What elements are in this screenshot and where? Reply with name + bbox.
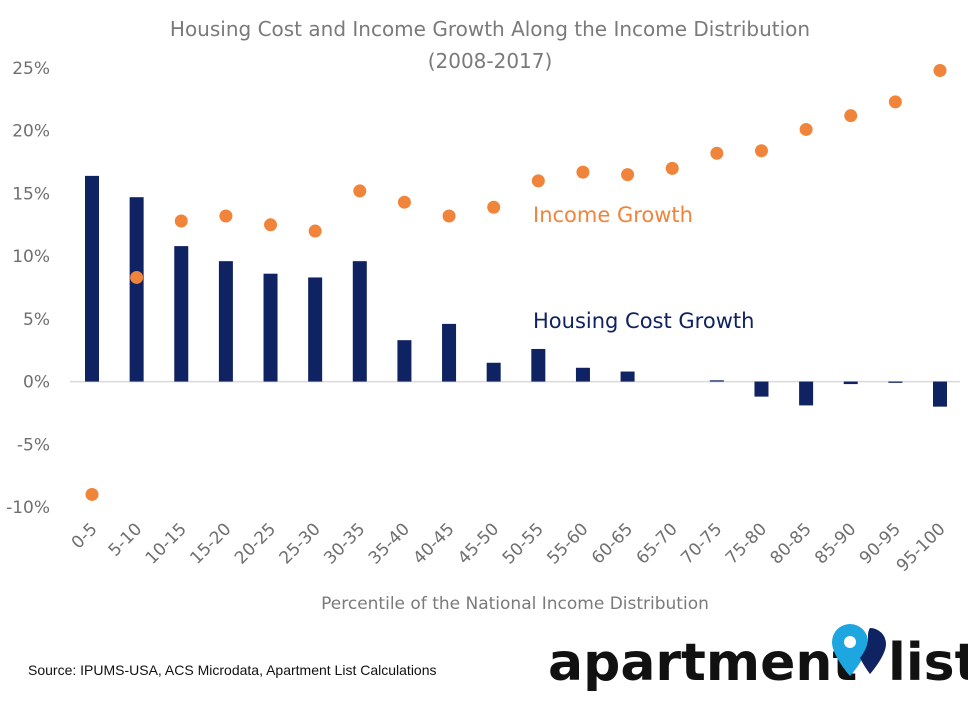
x-tick-label: 60-65 (588, 519, 637, 568)
housing-cost-bar (308, 277, 323, 382)
income-growth-point (799, 122, 813, 136)
housing-cost-bar (531, 348, 546, 382)
income-growth-point (85, 487, 99, 501)
x-tick-label: 50-55 (499, 519, 548, 568)
income-growth-point (353, 184, 367, 198)
y-tick-label: 15% (12, 184, 50, 204)
source-note: Source: IPUMS-USA, ACS Microdata, Apartm… (28, 662, 437, 678)
y-tick-label: 10% (12, 247, 50, 267)
x-tick-label: 5-10 (105, 519, 146, 560)
housing-cost-bar (843, 381, 858, 385)
chart-subtitle: (2008-2017) (428, 49, 553, 73)
housing-cost-bar (486, 362, 501, 382)
x-tick-label: 15-20 (186, 519, 235, 568)
income-growth-point (442, 209, 456, 223)
x-tick-label: 40-45 (410, 519, 459, 568)
income-growth-point (665, 161, 679, 175)
income-growth-point (710, 146, 724, 160)
income-growth-point (754, 144, 768, 158)
y-axis: 25% 20% 15% 10% 5% 0% -5% -10% (6, 59, 50, 518)
x-axis-title: Percentile of the National Income Distri… (321, 594, 709, 614)
x-tick-label: 10-15 (142, 519, 191, 568)
x-tick-label: 65-70 (633, 519, 682, 568)
x-tick-label: 20-25 (231, 519, 280, 568)
housing-cost-bar (933, 381, 947, 407)
income-growth-point (933, 64, 947, 78)
income-growth-point (130, 270, 144, 284)
housing-cost-bar (397, 340, 412, 382)
income-growth-point (174, 214, 188, 228)
apartment-list-logo: apartment list (548, 624, 968, 693)
housing-cost-bar (85, 175, 99, 382)
housing-cost-bar (352, 261, 367, 382)
housing-cost-bar (218, 261, 233, 382)
x-tick-label: 55-60 (543, 519, 592, 568)
x-tick-label: 95-100 (893, 519, 950, 576)
income-growth-point (308, 224, 322, 238)
logo-word-apartment: apartment (548, 633, 857, 693)
x-tick-label: 25-30 (276, 519, 325, 568)
y-tick-label: 20% (12, 122, 50, 142)
x-tick-label: 30-35 (320, 519, 369, 568)
income-growth-label: Income Growth (533, 203, 693, 227)
housing-cost-bar (888, 381, 903, 383)
housing-cost-bar (575, 367, 590, 382)
housing-cost-bar (442, 323, 457, 382)
income-growth-point (487, 200, 501, 214)
income-growth-point (264, 218, 278, 232)
income-growth-point (397, 195, 411, 209)
housing-cost-bar (174, 246, 189, 382)
location-pin-icon (832, 624, 886, 676)
y-tick-label: 25% (12, 59, 50, 79)
x-tick-label: 0-5 (68, 519, 102, 553)
housing-cost-bar (620, 371, 635, 382)
y-tick-label: -10% (6, 498, 50, 518)
housing-cost-bar (709, 380, 724, 382)
income-growth-point (621, 168, 635, 182)
income-growth-point (531, 174, 545, 188)
x-tick-label: 75-80 (722, 519, 771, 568)
income-growth-dots (85, 64, 947, 501)
housing-cost-bar (754, 381, 769, 397)
y-tick-label: 5% (23, 310, 50, 330)
housing-cost-bars (85, 175, 947, 407)
housing-cost-bar (799, 381, 814, 406)
x-tick-label: 70-75 (677, 519, 726, 568)
income-growth-point (844, 109, 858, 123)
housing-cost-bar (263, 273, 278, 382)
y-tick-label: 0% (23, 373, 50, 393)
x-tick-label: 85-90 (811, 519, 860, 568)
housing-cost-growth-label: Housing Cost Growth (533, 309, 754, 333)
x-tick-label: 35-40 (365, 519, 414, 568)
chart-title: Housing Cost and Income Growth Along the… (170, 17, 810, 41)
x-tick-label: 80-85 (767, 519, 816, 568)
y-tick-label: -5% (17, 435, 50, 455)
x-axis: 0-5 5-1010-1515-2020-2525-3030-3535-4040-… (68, 519, 950, 576)
income-growth-point (219, 209, 233, 223)
logo-word-list: list (888, 633, 968, 693)
housing-cost-bar (129, 197, 144, 382)
income-growth-point (888, 95, 902, 109)
x-tick-label: 45-50 (454, 519, 503, 568)
chart: Housing Cost and Income Growth Along the… (6, 17, 960, 614)
income-growth-point (576, 165, 590, 179)
